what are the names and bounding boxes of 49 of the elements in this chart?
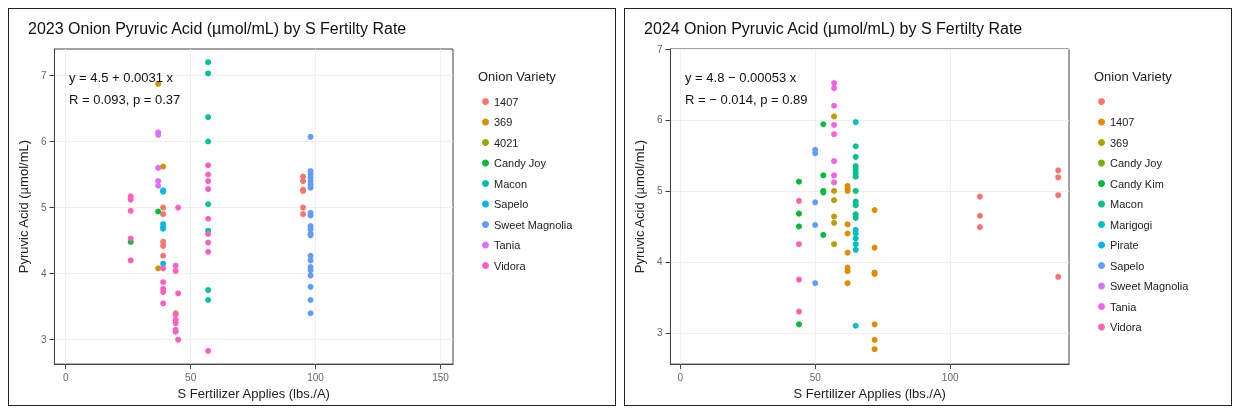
- x-axis-title: S Fertilizer Applies (lbs./A): [793, 386, 946, 401]
- annotation: y = 4.5 + 0.0031 x: [69, 70, 174, 85]
- y-tick-label: 4: [656, 256, 663, 268]
- x-tick-label: 0: [62, 371, 69, 383]
- y-tick-label: 3: [40, 334, 47, 346]
- x-tick-label: 100: [941, 371, 959, 383]
- x-tick-label: 100: [307, 371, 325, 383]
- annotation: R = − 0.014, p = 0.89: [685, 92, 808, 107]
- annotation: y = 4.8 − 0.00053 x: [685, 70, 797, 85]
- x-tick-label: 50: [185, 371, 197, 383]
- y-tick-label: 4: [40, 268, 47, 280]
- legend-label: Vidora: [1110, 321, 1143, 333]
- y-tick-label: 5: [40, 202, 47, 214]
- legend-label: Sapelo: [1110, 259, 1145, 272]
- legend-label: Tania: [494, 239, 522, 251]
- legend-label: Candy Kim: [1110, 177, 1164, 190]
- legend-label: Sapelo: [494, 198, 529, 210]
- y-tick-label: 7: [40, 69, 47, 81]
- y-axis-title: Pyruvic Acid (µmol/mL): [16, 139, 31, 274]
- annotation: R = 0.093, p = 0.37: [69, 92, 181, 107]
- chart-title: 2023 Onion Pyruvic Acid (µmol/mL) by S Fertilty Rate: [28, 19, 407, 37]
- legend-title: Onion Variety: [1094, 69, 1173, 84]
- legend-label: Sweet Magnolia: [494, 218, 574, 231]
- x-tick-label: 150: [432, 371, 450, 383]
- legend-label: 4021: [494, 136, 519, 149]
- legend-label: Candy Joy: [494, 157, 547, 169]
- legend-label: Vidora: [494, 259, 527, 272]
- legend-label: 1407: [1110, 116, 1135, 128]
- legend-label: Marigogi: [1110, 218, 1153, 231]
- legend-label: Pirate: [1110, 239, 1139, 251]
- x-axis-title: S Fertilizer Applies (lbs./A): [177, 386, 330, 401]
- y-tick-label: 3: [656, 327, 663, 339]
- legend-label: Macon: [1110, 198, 1144, 210]
- legend-label: 369: [494, 116, 513, 128]
- legend-label: 1407: [494, 95, 519, 108]
- legend-title: Onion Variety: [478, 69, 557, 84]
- y-tick-label: 6: [656, 114, 663, 126]
- y-tick-label: 7: [656, 43, 663, 55]
- x-tick-label: 0: [677, 371, 684, 383]
- legend-label: 369: [1110, 136, 1129, 149]
- x-tick-label: 50: [809, 371, 822, 383]
- legend-label: Tania: [1110, 300, 1138, 313]
- y-tick-label: 5: [656, 185, 663, 197]
- chart-title: 2024 Onion Pyruvic Acid (µmol/mL) by S Fertilty Rate: [644, 19, 1023, 37]
- legend-label: Macon: [494, 177, 528, 190]
- y-tick-label: 6: [40, 135, 47, 147]
- legend-label: Sweet Magnolia: [1110, 280, 1190, 292]
- legend-label: Candy Joy: [1110, 157, 1163, 169]
- y-axis-title: Pyruvic Acid (µmol/mL): [632, 139, 647, 274]
